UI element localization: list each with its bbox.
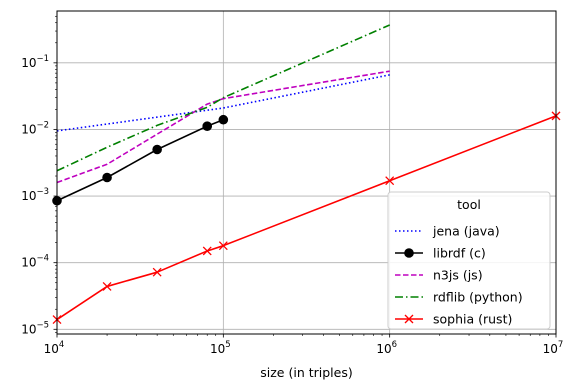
x-marker-stroke bbox=[152, 267, 162, 277]
legend-label-librdf: librdf (c) bbox=[433, 246, 486, 261]
x-marker-stroke bbox=[202, 246, 212, 256]
x-marker-stroke bbox=[385, 176, 395, 186]
y-tick-label: 10−2 bbox=[21, 120, 49, 136]
x-axis-label: size (in triples) bbox=[260, 365, 352, 380]
legend-title: tool bbox=[457, 197, 481, 212]
x-tick-label: 107 bbox=[543, 340, 564, 356]
plot-frame bbox=[56, 10, 557, 335]
legend: tool jena (java) librdf (c) n3js (js) rdflib… bbox=[387, 191, 551, 330]
legend-label-rdflib: rdflib (python) bbox=[433, 290, 523, 305]
data-point-librdf bbox=[218, 114, 229, 125]
data-point-sophia bbox=[202, 246, 212, 256]
x-marker-stroke bbox=[404, 314, 414, 324]
series-group bbox=[52, 24, 561, 325]
data-point-sophia bbox=[385, 176, 395, 186]
y-tick-label: 10−3 bbox=[21, 187, 49, 203]
data-point-sophia bbox=[102, 281, 112, 291]
x-tick-label: 105 bbox=[210, 340, 231, 356]
legend-label-jena: jena (java) bbox=[432, 224, 500, 239]
y-tick-label: 10−1 bbox=[21, 54, 49, 70]
data-point-librdf bbox=[102, 172, 112, 183]
x-tick-label: 104 bbox=[44, 340, 65, 356]
data-point-sophia bbox=[218, 241, 228, 251]
series-jena bbox=[56, 74, 390, 132]
legend-marker-sophia bbox=[404, 314, 414, 324]
series-line-n3js bbox=[56, 70, 390, 184]
legend-label-sophia: sophia (rust) bbox=[433, 312, 512, 327]
x-marker-stroke bbox=[218, 241, 228, 251]
legend-label-n3js: n3js (js) bbox=[433, 268, 483, 283]
legend-marker-librdf bbox=[404, 248, 414, 258]
x-tick-label: 106 bbox=[376, 340, 397, 356]
ticks: 104 105 106 107 10−5 10−4 10−3 10−2 10−1 bbox=[21, 15, 564, 356]
series-line-jena bbox=[56, 74, 390, 132]
data-point-librdf bbox=[202, 121, 213, 131]
data-point-sophia bbox=[152, 267, 162, 277]
series-n3js bbox=[56, 70, 390, 184]
y-tick-label: 10−4 bbox=[21, 254, 49, 270]
legend-box bbox=[387, 191, 551, 330]
data-point-librdf bbox=[152, 144, 162, 155]
x-marker-stroke bbox=[102, 281, 112, 291]
y-tick-label: 10−5 bbox=[21, 320, 49, 336]
